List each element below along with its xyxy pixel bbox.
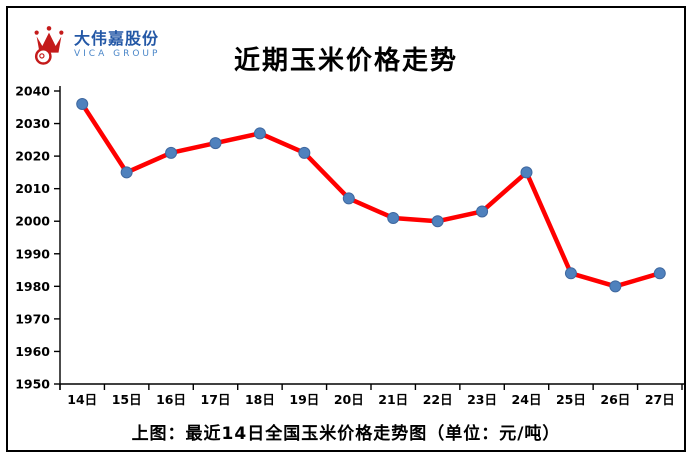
crown-icon xyxy=(34,26,64,65)
svg-text:1980: 1980 xyxy=(15,279,50,294)
svg-text:2030: 2030 xyxy=(15,116,50,131)
svg-text:20日: 20日 xyxy=(334,392,364,407)
svg-text:21日: 21日 xyxy=(378,392,408,407)
chart-area: 1950 1960 1970 1980 1990 2000 2010 2020 2030 2040… xyxy=(0,78,692,420)
svg-text:1990: 1990 xyxy=(15,246,50,261)
svg-text:25日: 25日 xyxy=(556,392,586,407)
svg-text:1960: 1960 xyxy=(15,344,50,359)
svg-text:17日: 17日 xyxy=(201,392,231,407)
svg-text:16日: 16日 xyxy=(156,392,186,407)
svg-text:22日: 22日 xyxy=(423,392,453,407)
page-title: 近期玉米价格走势 xyxy=(233,46,459,76)
brand-name-cn: 大伟嘉股份 xyxy=(74,28,160,48)
svg-text:1950: 1950 xyxy=(15,377,50,392)
svg-text:15日: 15日 xyxy=(112,392,142,407)
brand-logo: 大伟嘉股份 VICA GROUP xyxy=(30,24,160,66)
svg-text:27日: 27日 xyxy=(645,392,675,407)
svg-text:2010: 2010 xyxy=(15,181,50,196)
svg-text:2000: 2000 xyxy=(15,214,50,229)
chart-caption: 上图：最近14日全国玉米价格走势图（单位：元/吨） xyxy=(131,424,561,444)
svg-text:26日: 26日 xyxy=(600,392,630,407)
svg-text:2040: 2040 xyxy=(15,84,50,99)
svg-text:23日: 23日 xyxy=(467,392,497,407)
brand-text: 大伟嘉股份 VICA GROUP xyxy=(74,28,161,59)
svg-text:2020: 2020 xyxy=(15,149,50,164)
header: 大伟嘉股份 VICA GROUP 近期玉米价格走势 xyxy=(0,16,692,76)
price-line-chart: 1950 1960 1970 1980 1990 2000 2010 2020 2030 2040… xyxy=(15,84,685,407)
svg-text:18日: 18日 xyxy=(245,392,275,407)
svg-text:24日: 24日 xyxy=(512,392,542,407)
svg-text:19日: 19日 xyxy=(289,392,319,407)
brand-name-en: VICA GROUP xyxy=(74,48,161,59)
svg-text:14日: 14日 xyxy=(67,392,97,407)
svg-text:1970: 1970 xyxy=(15,311,50,326)
